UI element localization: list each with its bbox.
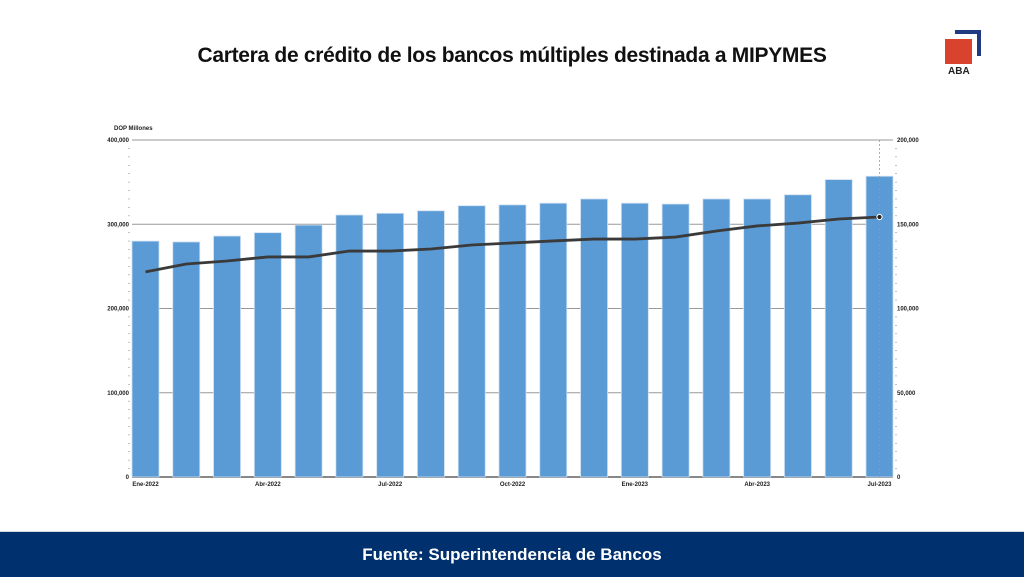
bar (294, 224, 323, 478)
bar (784, 194, 812, 478)
y2-tick-label: 100,000 (897, 307, 919, 313)
x-tick-label: Abr-2022 (255, 482, 281, 488)
y-tick-label: 0 (126, 475, 130, 481)
bar (457, 205, 486, 478)
bar (172, 241, 201, 478)
bar (417, 210, 445, 478)
bar (335, 214, 364, 478)
x-tick-label: Ene-2022 (132, 482, 159, 488)
logo-blue-corner (955, 30, 981, 56)
y-tick-label: 200,000 (107, 307, 129, 313)
aba-logo: ABA (940, 28, 985, 78)
y-tick-label: 400,000 (107, 138, 129, 144)
line-series (145, 215, 880, 274)
bar (824, 179, 853, 478)
y-tick-label: 300,000 (107, 222, 129, 228)
bar (620, 202, 649, 478)
bar (539, 202, 568, 478)
bar-line-chart: 0 0 100,000 50,000 200,000 100,000 300,000 150,… (107, 126, 919, 488)
x-tick-label: Jul-2022 (378, 482, 403, 488)
bar (213, 235, 241, 478)
bar (498, 204, 527, 478)
bar (702, 198, 731, 478)
logo-text: ABA (948, 66, 970, 77)
y-axis-title: DOP Millones (114, 126, 153, 132)
y2-tick-label: 200,000 (897, 138, 919, 144)
y2-tick-label: 50,000 (897, 391, 916, 397)
source-text: Fuente: Superintendencia de Bancos (362, 545, 662, 564)
bar (376, 212, 405, 478)
y-tick-label: 100,000 (107, 391, 129, 397)
bar (253, 232, 282, 478)
line-point-marker (876, 213, 883, 221)
logo-red-square (945, 39, 972, 64)
x-tick-label: Jul-2023 (867, 482, 892, 488)
y2-tick-label: 0 (897, 475, 901, 481)
y2-tick-label: 150,000 (897, 222, 919, 228)
x-tick-label: Abr-2023 (744, 482, 770, 488)
x-tick-label: Oct-2022 (500, 482, 526, 488)
bar (661, 203, 690, 478)
bar (865, 175, 894, 478)
bar (580, 198, 608, 478)
bar (743, 198, 772, 478)
page-title: Cartera de crédito de los bancos múltipl… (197, 44, 827, 67)
bar (131, 240, 160, 478)
footer-band: Fuente: Superintendencia de Bancos (0, 531, 1024, 577)
x-tick-label: Ene-2023 (622, 482, 649, 488)
